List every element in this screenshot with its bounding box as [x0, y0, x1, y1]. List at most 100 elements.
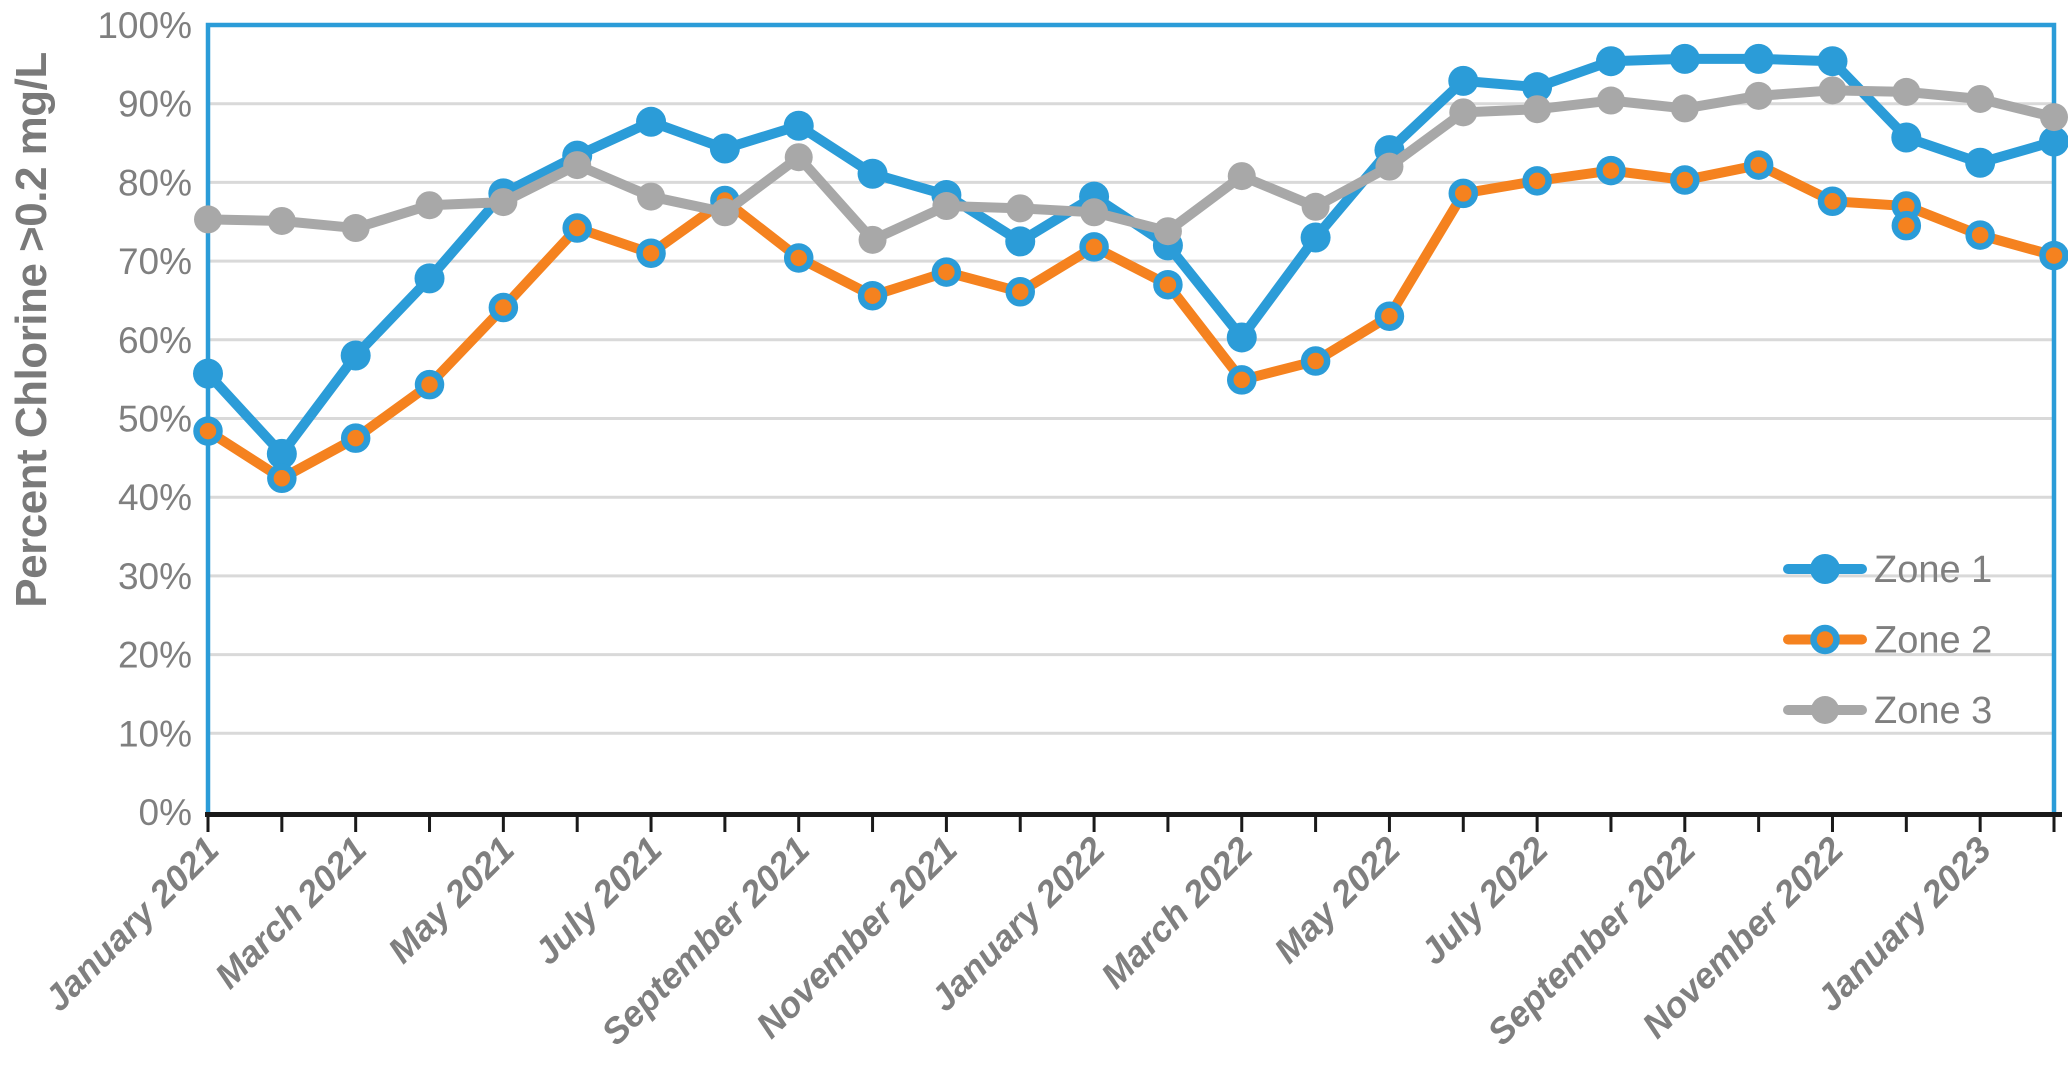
extra-data-point [1891, 210, 1922, 241]
data-point [1817, 186, 1848, 217]
data-point [1743, 150, 1774, 180]
data-point [340, 340, 371, 371]
data-point [1301, 192, 1330, 221]
data-point [415, 191, 444, 220]
y-tick-labels: 0% 10% 20% 30% 40% 50% 60% 70% 80% 90% 100% [97, 5, 192, 833]
data-point [783, 243, 814, 273]
legend-label: Zone 2 [1874, 620, 1992, 662]
legend-marker [1810, 554, 1840, 584]
data-point [1670, 94, 1699, 123]
series-zone-2 [193, 150, 2068, 494]
x-axis [205, 812, 2062, 832]
data-point [1448, 65, 1479, 96]
data-point [194, 205, 222, 234]
data-point [1596, 155, 1626, 186]
data-point [193, 416, 223, 446]
data-point [709, 133, 740, 164]
data-point [1965, 147, 1996, 178]
legend-item-zone-3: Zone 3 [1783, 690, 1992, 732]
data-point [858, 225, 887, 254]
data-point [1818, 76, 1847, 105]
legend-item-zone-2: Zone 2 [1783, 620, 1992, 662]
y-tick-label: 30% [118, 556, 192, 597]
data-point [1523, 95, 1552, 124]
data-point [637, 182, 666, 211]
series-zone-3 [194, 76, 2068, 254]
data-point [1374, 301, 1405, 331]
data-point [2039, 240, 2068, 271]
legend-marker [1810, 624, 1840, 655]
data-point [1300, 346, 1331, 376]
data-point [267, 206, 296, 235]
data-point [1153, 269, 1183, 300]
data-point [1595, 46, 1626, 77]
data-point [1744, 81, 1773, 110]
data-point [563, 151, 592, 180]
data-point [1670, 165, 1700, 195]
y-tick-label: 50% [118, 399, 192, 440]
data-point [1522, 166, 1552, 196]
data-point [1669, 43, 1700, 74]
legend-label: Zone 1 [1874, 549, 1992, 591]
data-point [414, 263, 445, 294]
data-point [489, 188, 518, 217]
data-point [1891, 122, 1922, 153]
data-point [1005, 277, 1035, 307]
data-point [1227, 365, 1257, 395]
data-point [1596, 86, 1625, 115]
data-point [857, 280, 888, 311]
data-point [1226, 322, 1257, 353]
data-point [932, 192, 961, 221]
data-point [1817, 46, 1848, 77]
data-point [1449, 98, 1478, 127]
y-tick-label: 40% [118, 477, 192, 518]
data-point [1006, 194, 1035, 223]
data-point [1079, 232, 1109, 262]
data-point [1005, 226, 1036, 257]
data-point [1966, 84, 1995, 113]
data-point [1300, 222, 1331, 253]
y-tick-label: 20% [118, 635, 192, 676]
data-point [340, 423, 371, 453]
y-axis-title: Percent Chlorine >0.2 mg/L [7, 52, 56, 608]
data-point [1227, 162, 1256, 191]
data-point [636, 106, 667, 137]
y-tick-label: 80% [118, 162, 192, 203]
legend: Zone 1 Zone 2 Zone 3 [1783, 549, 1992, 732]
data-point [488, 292, 519, 323]
y-tick-label: 60% [118, 320, 192, 361]
data-point [783, 110, 814, 141]
data-point [562, 213, 592, 243]
data-point [857, 158, 888, 189]
data-point [1080, 198, 1109, 227]
legend-item-zone-1: Zone 1 [1783, 549, 1992, 591]
data-point [1375, 152, 1404, 181]
data-point [266, 438, 297, 469]
data-point [193, 358, 223, 389]
data-point [710, 198, 739, 227]
data-point [1153, 217, 1182, 246]
data-point [414, 369, 445, 400]
data-point [1522, 72, 1553, 103]
data-point [636, 238, 666, 268]
data-point [2040, 103, 2068, 132]
legend-marker [1811, 696, 1839, 724]
data-point [784, 143, 813, 172]
data-point [341, 214, 370, 243]
data-point [1892, 77, 1921, 106]
y-tick-label: 10% [118, 713, 192, 754]
data-point [1743, 43, 1774, 74]
legend-label: Zone 3 [1874, 690, 1992, 732]
data-point [1965, 220, 1995, 250]
data-point [931, 257, 962, 287]
y-tick-label: 70% [118, 241, 192, 282]
data-point [1448, 178, 1479, 209]
y-tick-label: 100% [97, 5, 192, 46]
data-point [2039, 126, 2068, 157]
data-point [267, 463, 297, 494]
y-tick-label: 0% [139, 792, 192, 833]
